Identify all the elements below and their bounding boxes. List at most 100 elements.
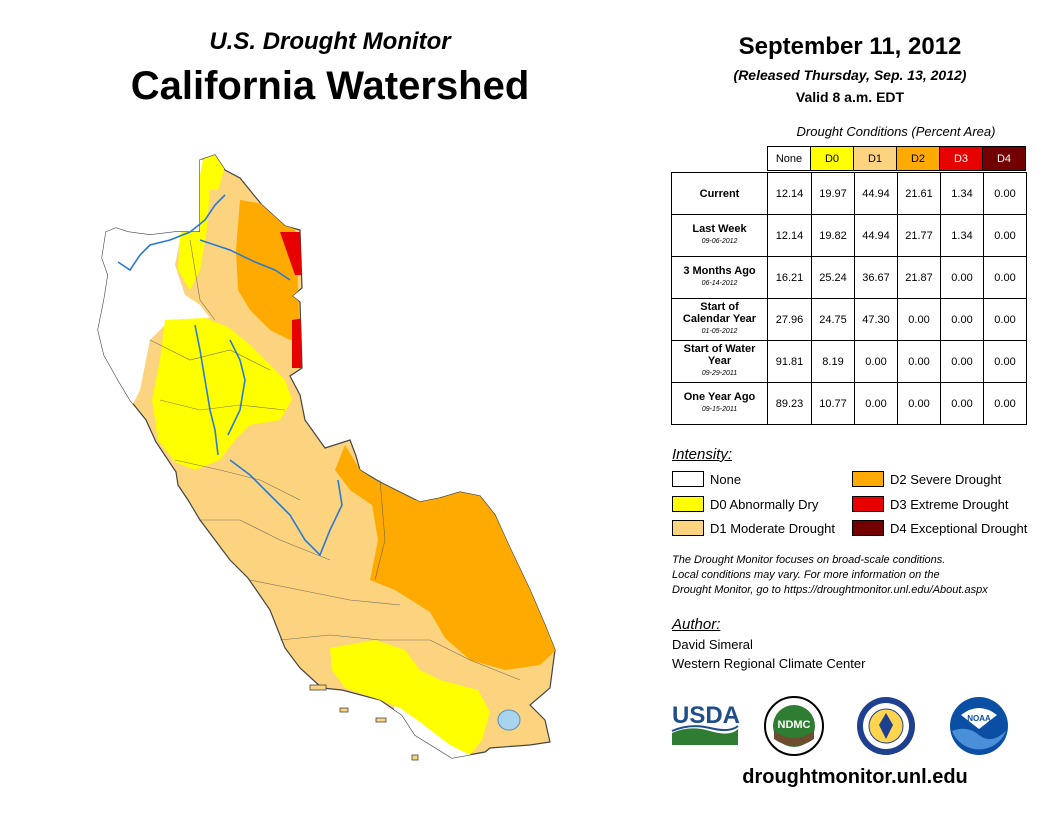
- table-cell: 0.00: [983, 214, 1027, 257]
- table-cell: 1.34: [940, 172, 984, 215]
- table-cell: 8.19: [811, 340, 855, 383]
- d1-region-northeast: [205, 190, 290, 372]
- table-row: Last Week 09-06-2012 12.14 19.82 44.94 21.77 1…: [671, 214, 1027, 257]
- row-label: Last Week 09-06-2012: [671, 214, 768, 257]
- legend-title: Intensity:: [672, 446, 733, 463]
- valid-time: Valid 8 a.m. EDT: [795, 89, 905, 105]
- table-cell: 27.96: [767, 298, 812, 341]
- legend-label: D0 Abnormally Dry: [710, 496, 819, 512]
- table-cell: 36.67: [854, 256, 898, 299]
- legend-swatch: [672, 496, 704, 512]
- table-cell: 25.24: [811, 256, 855, 299]
- table-cell: 0.00: [940, 298, 984, 341]
- river-sacramento: [194, 324, 219, 456]
- table-cell: 0.00: [983, 382, 1027, 425]
- d0-region-sacramento: [152, 318, 292, 470]
- table-cell: 91.81: [767, 340, 812, 383]
- row-label: Current: [671, 172, 768, 215]
- col-header-d3: D3: [939, 146, 983, 171]
- table-cell: 21.87: [897, 256, 941, 299]
- table-cell: 16.21: [767, 256, 812, 299]
- note-line: Drought Monitor, go to https://droughtmo…: [672, 584, 988, 596]
- website-link[interactable]: droughtmonitor.unl.edu: [742, 766, 968, 788]
- legend-item-d0: D0 Abnormally Dry: [672, 496, 818, 512]
- table-cell: 1.34: [940, 214, 984, 257]
- legend-swatch: [672, 471, 704, 487]
- row-label-date: 09-15-2011: [701, 406, 738, 413]
- col-header-d0: D0: [810, 146, 854, 171]
- table-row: Start of Calendar Year 01-05-2012 27.96 24.…: [671, 298, 1027, 341]
- table-row: 3 Months Ago 06-14-2012 16.21 25.24 36.67 21.…: [671, 256, 1027, 299]
- table-cell: 89.23: [767, 382, 812, 425]
- table-cell: 0.00: [940, 382, 984, 425]
- row-label-date: 09-29-2011: [701, 370, 738, 377]
- legend-label: D3 Extreme Drought: [890, 496, 1009, 512]
- table-cell: 0.00: [854, 340, 898, 383]
- river-pit: [199, 239, 291, 281]
- table-row: Start of Water Year 09-29-2011 91.81 8.19 0.…: [671, 340, 1027, 383]
- author-name: David Simeral: [672, 637, 753, 652]
- note-line: The Drought Monitor focuses on broad-sca…: [672, 554, 946, 566]
- row-label-text: Start of Calendar Year: [682, 301, 757, 325]
- table-cell: 0.00: [854, 382, 898, 425]
- drought-monitor-note: The Drought Monitor focuses on broad-sca…: [672, 553, 1052, 598]
- row-label-text: Last Week: [692, 223, 747, 235]
- col-header-d2: D2: [896, 146, 940, 171]
- table-cell: 19.82: [811, 214, 855, 257]
- legend-swatch: [852, 471, 884, 487]
- row-label: One Year Ago 09-15-2011: [671, 382, 768, 425]
- note-line: Local conditions may vary. For more info…: [672, 569, 940, 581]
- row-label-text: 3 Months Ago: [683, 265, 756, 277]
- report-date: September 11, 2012: [738, 33, 962, 60]
- usda-logo-text: USDA: [672, 702, 740, 729]
- table-cell: 0.00: [940, 256, 984, 299]
- table-cell: 44.94: [854, 172, 898, 215]
- row-label-text: One Year Ago: [683, 391, 756, 403]
- legend-swatch: [852, 520, 884, 536]
- ndmc-logo: NDMC: [764, 696, 824, 756]
- table-cell: 10.77: [811, 382, 855, 425]
- table-cell: 0.00: [983, 172, 1027, 215]
- row-label: 3 Months Ago 06-14-2012: [671, 256, 768, 299]
- commerce-seal: [857, 697, 915, 755]
- legend-label: D2 Severe Drought: [890, 471, 1002, 487]
- table-cell: 0.00: [897, 340, 941, 383]
- legend-swatch: [852, 496, 884, 512]
- released-date: (Released Thursday, Sep. 13, 2012): [733, 67, 967, 83]
- row-label-date: 09-06-2012: [701, 238, 738, 245]
- table-cell: 47.30: [854, 298, 898, 341]
- legend-item-d2: D2 Severe Drought: [852, 471, 1001, 487]
- col-header-none: None: [767, 146, 811, 171]
- row-label-text: Start of Water Year: [683, 343, 756, 367]
- table-cell: 0.00: [897, 298, 941, 341]
- legend-item-d3: D3 Extreme Drought: [852, 496, 1009, 512]
- legend-item-none: None: [672, 471, 741, 487]
- legend-label: D4 Exceptional Drought: [890, 520, 1028, 536]
- usda-logo: USDA: [671, 702, 740, 745]
- salton-sea: [497, 709, 521, 731]
- table-cell: 0.00: [897, 382, 941, 425]
- legend-label: D1 Moderate Drought: [710, 520, 836, 536]
- legend-item-d1: D1 Moderate Drought: [672, 520, 835, 536]
- author-org: Western Regional Climate Center: [672, 656, 866, 671]
- legend-swatch: [672, 520, 704, 536]
- table-cell: 0.00: [983, 298, 1027, 341]
- table-cell: 21.77: [897, 214, 941, 257]
- table-cell: 44.94: [854, 214, 898, 257]
- table-cell: 12.14: [767, 172, 812, 215]
- table-caption: Drought Conditions (Percent Area): [796, 124, 996, 139]
- d3-region-east: [280, 232, 302, 275]
- table-cell: 12.14: [767, 214, 812, 257]
- legend-label: None: [710, 471, 742, 487]
- legend-item-d4: D4 Exceptional Drought: [852, 520, 1027, 536]
- drought-conditions-table: Current 12.14 19.97 44.94 21.61 1.34 0.00 Last …: [671, 172, 1027, 425]
- col-header-d4: D4: [982, 146, 1026, 171]
- table-row: One Year Ago 09-15-2011 89.23 10.77 0.00 0.00…: [671, 382, 1027, 425]
- row-label-date: 01-05-2012: [701, 328, 738, 335]
- rivers: [117, 194, 343, 557]
- table-cell: 19.97: [811, 172, 855, 215]
- table-cell: 0.00: [983, 256, 1027, 299]
- author-label: Author:: [672, 616, 721, 633]
- col-header-d1: D1: [853, 146, 897, 171]
- table-row: Current 12.14 19.97 44.94 21.61 1.34 0.00: [671, 172, 1027, 215]
